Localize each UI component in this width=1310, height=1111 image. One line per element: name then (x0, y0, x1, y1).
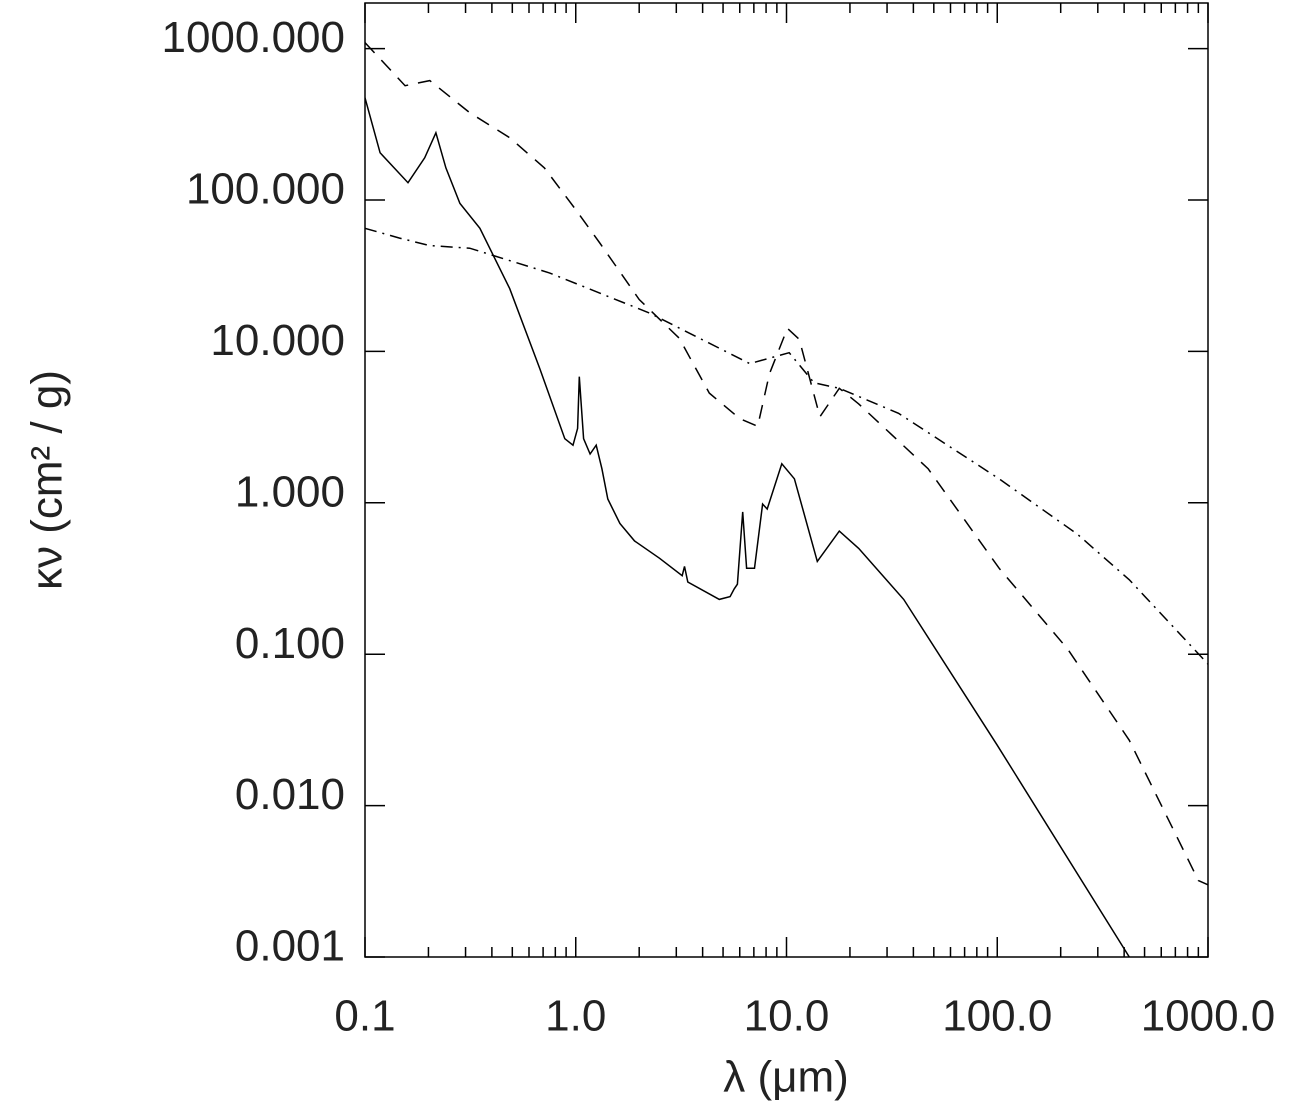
series-line (365, 42, 1208, 886)
series-line (365, 97, 1130, 957)
x-tick-label: 1.0 (545, 992, 606, 1041)
plot-frame (364, 2, 1209, 958)
y-tick-label: 1000.000 (161, 13, 345, 62)
x-tick-label: 10.0 (744, 992, 830, 1041)
y-tick-label: 10.000 (210, 316, 345, 365)
y-tick-label: 0.001 (235, 922, 345, 971)
y-tick-label: 0.010 (235, 770, 345, 819)
series-line (365, 227, 1208, 665)
x-tick-label: 100.0 (942, 992, 1052, 1041)
y-tick-label: 100.000 (186, 165, 345, 214)
y-axis-label: κν (cm² / g) (23, 370, 72, 590)
y-tick-label: 1.000 (235, 467, 345, 516)
x-tick-label: 0.1 (334, 992, 395, 1041)
x-axis-label: λ (μm) (723, 1053, 849, 1102)
x-tick-label: 1000.0 (1141, 992, 1276, 1041)
y-tick-label: 0.100 (235, 619, 345, 668)
